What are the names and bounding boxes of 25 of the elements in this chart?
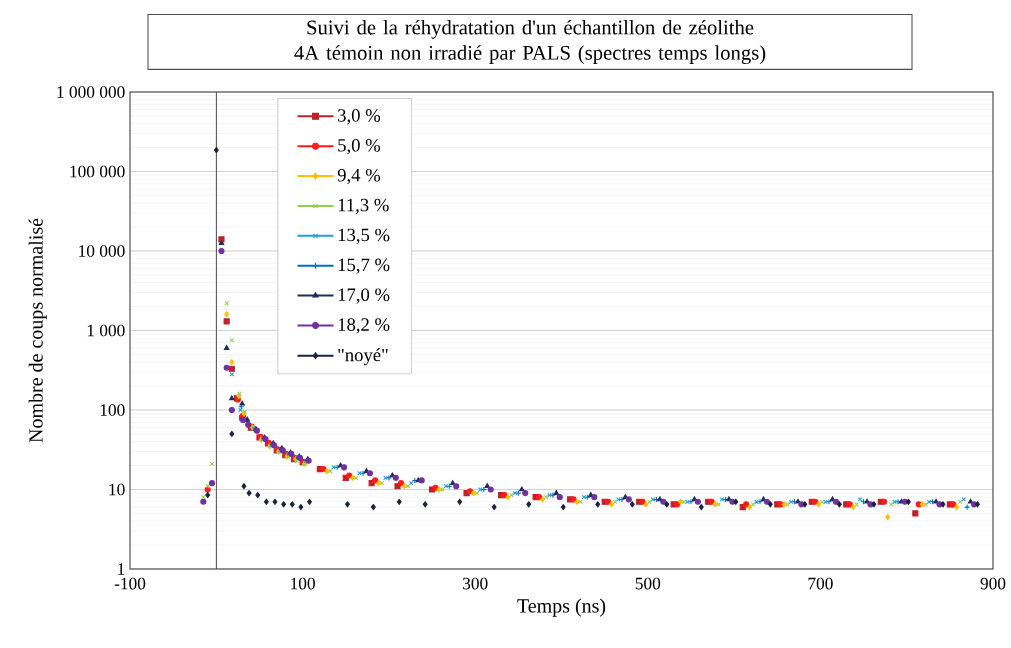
legend-label: 5,0 % (338, 139, 381, 155)
legend-label: 15,7 % (338, 258, 390, 274)
legend-label: 3,0 % (338, 109, 381, 125)
chart-title: Suivi de la réhydratation d'un échantillon de zéolithe 4A témoin non irradié par PALS (spectres temps longs) (294, 19, 766, 65)
x-axis-title: Temps (ns) (517, 598, 606, 617)
x-tick-label: -100 (114, 577, 146, 590)
y-axis-title: Nombre de coups normalisé (28, 218, 47, 443)
x-tick-label: 300 (463, 577, 488, 590)
legend-label: 9,4 % (337, 168, 381, 185)
y-tick-label: 1 000 000 (57, 86, 125, 98)
x-tick-label: 900 (980, 577, 1006, 590)
y-tick-label: 10 000 (79, 245, 125, 257)
y-tick-label: 10 (109, 483, 125, 496)
legend-label: 13,5 % (338, 228, 390, 244)
legend-label: 11,3 % (338, 198, 389, 215)
legend-label: 18,2 % (338, 318, 390, 334)
y-tick-label: 1 (118, 563, 125, 575)
y-tick-label: 100 (100, 404, 125, 416)
x-tick-label: 700 (808, 577, 833, 590)
y-tick-label: 100 000 (70, 165, 125, 178)
x-tick-label: 500 (635, 577, 661, 590)
x-tick-label: 100 (291, 577, 315, 590)
legend-label: 17,0 % (338, 288, 390, 304)
y-tick-label: 1 000 (87, 324, 125, 337)
legend-label: "noyé" (338, 348, 388, 366)
